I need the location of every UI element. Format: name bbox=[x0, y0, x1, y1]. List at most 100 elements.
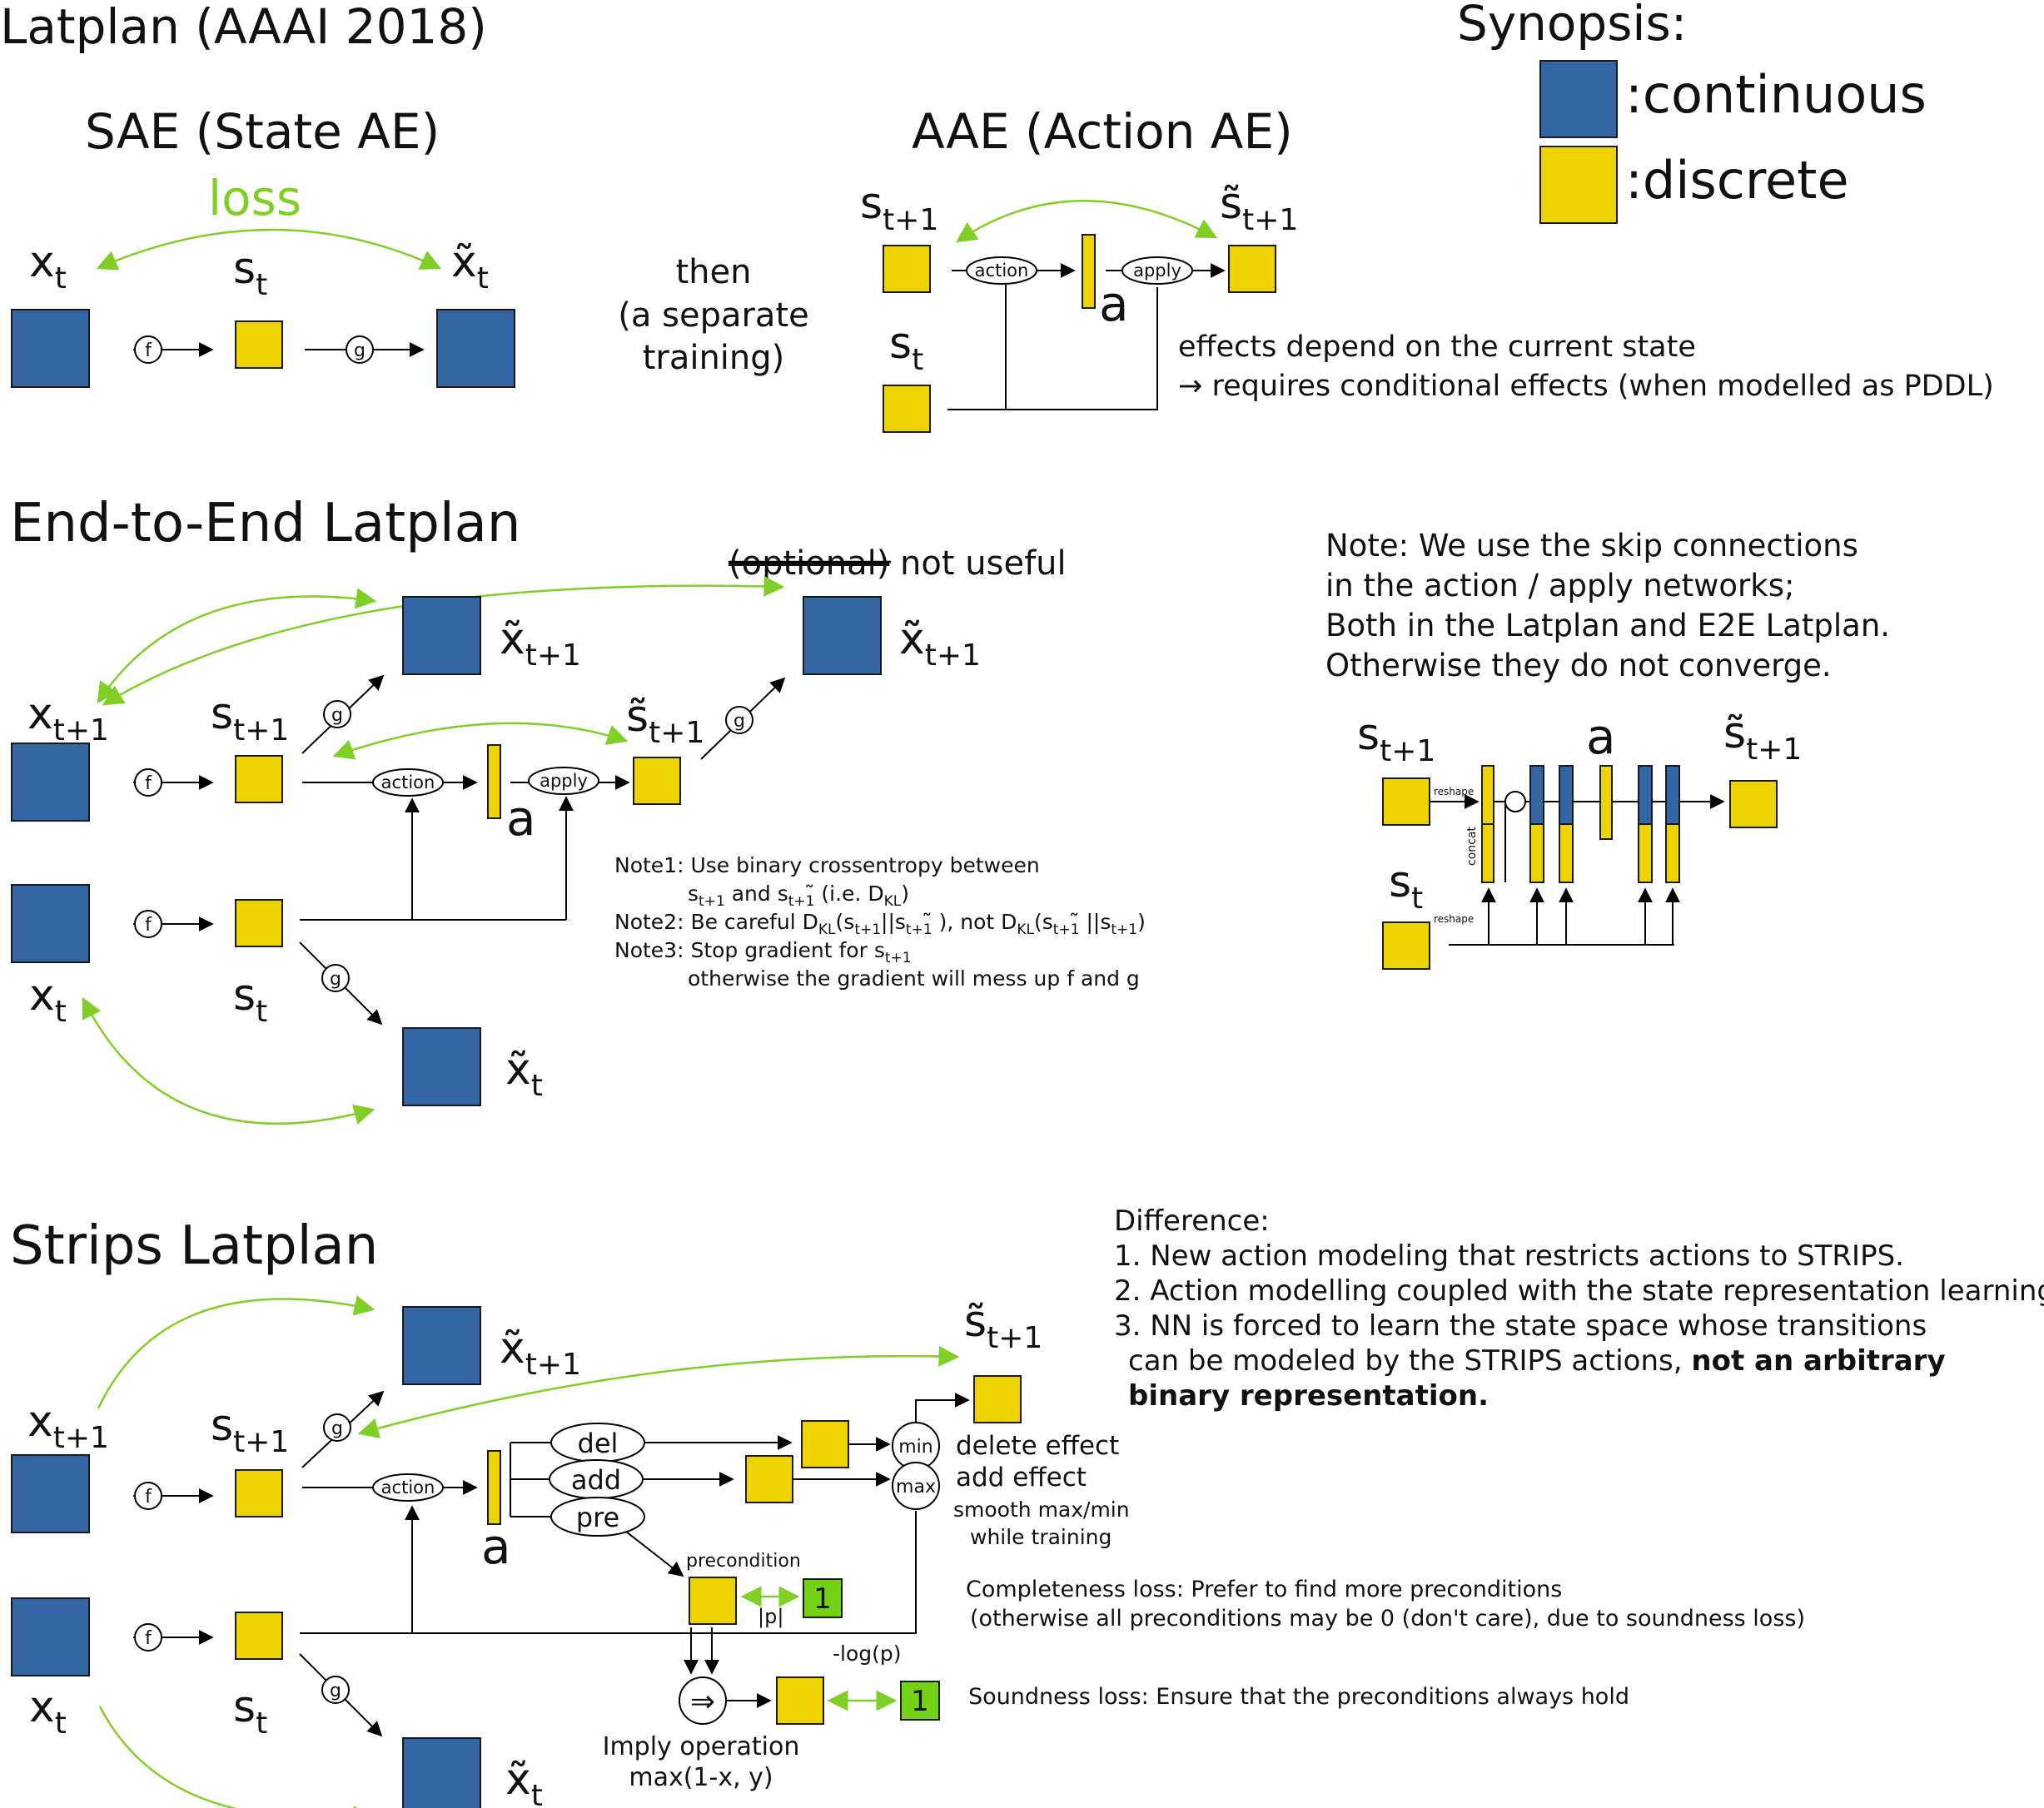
svg-text:g: g bbox=[330, 969, 341, 990]
strips-s-label: st bbox=[233, 1682, 267, 1741]
strips-xr-label: x̃t bbox=[505, 1755, 543, 1808]
e2e-loss-arrow-xr1 bbox=[97, 588, 377, 704]
skip-s-label: st bbox=[1389, 857, 1423, 916]
e2e-xrr1-label: x̃̃t+1 bbox=[899, 614, 981, 673]
svg-text:min: min bbox=[898, 1437, 933, 1458]
e2e-x1-label: xt+1 bbox=[27, 689, 109, 748]
strips-loss-arrow-s bbox=[357, 1345, 960, 1439]
strips-action-node bbox=[372, 1473, 444, 1502]
strips-loss-arrow-xr1 bbox=[97, 1295, 375, 1409]
strips-s1-label: st+1 bbox=[211, 1401, 289, 1459]
e2e-st-box bbox=[235, 899, 283, 947]
skip-srt1-box bbox=[1729, 780, 1778, 828]
skip-concat-top bbox=[1481, 765, 1494, 825]
page-title: Latplan (AAAI 2018) bbox=[0, 0, 487, 55]
e2e-sr1-label: s̃t+1 bbox=[626, 692, 704, 750]
e2e-note2: Note2: Be careful DKL(st+1||st+1̃ ), not… bbox=[614, 910, 1146, 938]
skip-st1-box bbox=[1382, 777, 1430, 826]
strips-loss-arrow-x bbox=[98, 1706, 375, 1808]
skip-a-label: a bbox=[1586, 708, 1616, 765]
strips-title: Strips Latplan bbox=[10, 1215, 378, 1277]
aae-s-label: st bbox=[889, 319, 923, 377]
skip-st-box bbox=[1382, 921, 1430, 970]
svg-text:g: g bbox=[331, 1418, 343, 1439]
strips-smooth-2: while training bbox=[970, 1525, 1112, 1549]
svg-text:action: action bbox=[975, 261, 1029, 281]
skip-sr-label: s̃t+1 bbox=[1723, 708, 1802, 767]
skip-concat-label: concat bbox=[1465, 827, 1479, 866]
aae-a-label: a bbox=[1099, 276, 1129, 332]
svg-text:del: del bbox=[578, 1428, 619, 1459]
sae-x-label: xt bbox=[29, 237, 67, 296]
strips-difference-1: 1. New action modeling that restricts ac… bbox=[1114, 1239, 1904, 1273]
strips-difference-5: binary representation. bbox=[1128, 1379, 1489, 1413]
strips-st1-box bbox=[235, 1469, 283, 1517]
strips-xt1-box bbox=[11, 1454, 90, 1533]
strips-st-box bbox=[235, 1612, 283, 1660]
legend-continuous-label: :continuous bbox=[1625, 64, 1927, 125]
e2e-xt1-box bbox=[11, 743, 90, 822]
e2e-st1-box bbox=[235, 755, 283, 803]
e2e-note1-b: st+1 and st+1̃ (i.e. DKL) bbox=[688, 882, 909, 910]
strips-action-vector bbox=[487, 1450, 501, 1525]
sae-st-box bbox=[235, 320, 283, 369]
e2e-loss-arrow-xrr1 bbox=[102, 575, 785, 706]
e2e-xt-box bbox=[11, 884, 90, 963]
e2e-note3: Note3: Stop gradient for st+1 bbox=[614, 938, 912, 966]
strips-completeness-1: Completeness loss: Prefer to find more p… bbox=[966, 1577, 1562, 1602]
aae-sr-label: s̃t+1 bbox=[1220, 179, 1298, 237]
svg-text:max: max bbox=[896, 1477, 936, 1498]
strips-soundness: Soundness loss: Ensure that the precondi… bbox=[968, 1684, 1629, 1710]
aae-s1-label: st+1 bbox=[860, 179, 938, 237]
aae-effects-2: → requires conditional effects (when mod… bbox=[1178, 370, 1994, 403]
strips-neglog-label: -log(p) bbox=[833, 1642, 902, 1666]
skip-note-2: in the action / apply networks; bbox=[1325, 568, 1794, 603]
aae-loss-arrow bbox=[955, 199, 1218, 243]
synopsis-title: Synopsis: bbox=[1457, 0, 1687, 52]
strips-p-label: |p| bbox=[758, 1605, 783, 1628]
e2e-action-node bbox=[372, 768, 444, 797]
strips-pre-node bbox=[550, 1497, 645, 1537]
strips-imply-2: max(1-x, y) bbox=[629, 1763, 773, 1792]
svg-text:pre: pre bbox=[576, 1502, 619, 1533]
svg-text:apply: apply bbox=[1133, 261, 1181, 281]
aae-effects-1: effects depend on the current state bbox=[1178, 330, 1696, 364]
strips-difference-3: 3. NN is forced to learn the state space… bbox=[1114, 1309, 1927, 1343]
svg-text:apply: apply bbox=[540, 771, 588, 791]
sae-xrt-box bbox=[436, 309, 515, 388]
strips-implied-box bbox=[776, 1676, 824, 1725]
strips-max-node bbox=[892, 1462, 940, 1510]
strips-difference-2: 2. Action modelling coupled with the sta… bbox=[1114, 1274, 2044, 1308]
e2e-x-label: xt bbox=[29, 971, 67, 1029]
strips-delete-effect: delete effect bbox=[956, 1431, 1119, 1461]
svg-text:f: f bbox=[145, 773, 152, 794]
e2e-xrrt1-box bbox=[803, 596, 882, 675]
aae-apply-node bbox=[1121, 256, 1193, 285]
sae-loss-label: loss bbox=[208, 170, 301, 226]
e2e-a-label: a bbox=[506, 790, 536, 847]
sae-loss-arrow bbox=[96, 228, 442, 271]
svg-text:add: add bbox=[571, 1464, 621, 1496]
strips-smooth-1: smooth max/min bbox=[953, 1498, 1130, 1522]
sae-g-node bbox=[346, 335, 374, 364]
svg-text:action: action bbox=[381, 1478, 435, 1498]
svg-text:g: g bbox=[330, 1681, 341, 1701]
legend-discrete-label: :discrete bbox=[1625, 150, 1849, 211]
strips-imply-1: Imply operation bbox=[603, 1732, 800, 1761]
strips-difference-title: Difference: bbox=[1114, 1205, 1270, 1238]
then-line-3: training) bbox=[643, 339, 785, 377]
legend-discrete-swatch bbox=[1539, 146, 1618, 224]
svg-text:⇒: ⇒ bbox=[690, 1685, 715, 1719]
svg-text:g: g bbox=[734, 711, 745, 732]
strips-precondition-label: precondition bbox=[686, 1551, 801, 1572]
e2e-xr-label: x̃t bbox=[505, 1045, 543, 1103]
skip-s1-label: st+1 bbox=[1357, 710, 1435, 768]
svg-text:g: g bbox=[331, 705, 343, 726]
e2e-s-label: st bbox=[233, 971, 267, 1029]
e2e-action-vector bbox=[487, 744, 501, 819]
svg-text:f: f bbox=[145, 915, 152, 936]
e2e-xrt1-box bbox=[402, 596, 481, 675]
strips-one-box-1 bbox=[803, 1578, 843, 1618]
strips-x-label: xt bbox=[29, 1682, 67, 1741]
